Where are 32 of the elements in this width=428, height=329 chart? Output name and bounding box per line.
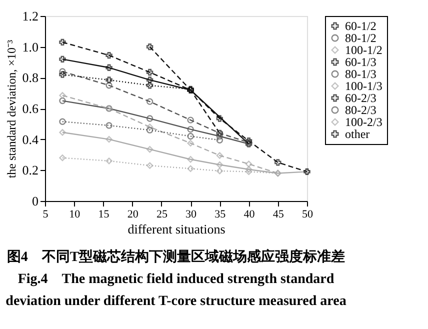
- x-tick-label: 20: [127, 208, 139, 220]
- text: deviation under different T-core structure measured area: [6, 294, 346, 309]
- y-tick-label: 0: [32, 194, 38, 208]
- legend-label: 100-1/2: [345, 43, 382, 57]
- x-tick-label: 45: [272, 208, 284, 220]
- x-tick-label: 35: [214, 208, 226, 220]
- legend-label: 80-1/3: [345, 67, 376, 81]
- y-tick-label: 0.8: [22, 70, 38, 86]
- y-tick-label: 1.2: [22, 8, 38, 24]
- y-tick-label: 1.0: [22, 39, 38, 54]
- legend-label: 80-2/3: [345, 103, 376, 117]
- y-tick-label: 0.6: [22, 101, 39, 116]
- y-tick-label: 0.4: [22, 132, 39, 147]
- x-tick-label: 30: [186, 208, 198, 220]
- legend-label: 80-1/2: [345, 31, 376, 45]
- x-tick-label: 10: [69, 208, 81, 220]
- legend-label: other: [345, 127, 370, 141]
- caption: Fig.4 The magnetic field induced strength standard: [18, 272, 334, 287]
- x-tick-label: 5: [42, 208, 49, 220]
- x-tick-label: 25: [156, 208, 168, 220]
- y-axis-title: the standard deviation, ×10⁻³: [4, 39, 18, 178]
- legend-label: 100-2/3: [345, 115, 382, 129]
- y-tick-label: 0.2: [22, 162, 38, 178]
- x-tick-label: 15: [98, 208, 110, 220]
- legend-label: 60-1/2: [345, 19, 376, 33]
- x-tick-label: 50: [302, 208, 314, 220]
- legend-label: 60-1/3: [345, 55, 376, 69]
- caption: 图4 不同T型磁芯结构下测量区域磁场感应强度标准差: [6, 248, 346, 265]
- legend-label: 100-1/3: [345, 79, 382, 93]
- x-axis-title: different situations: [128, 222, 226, 236]
- legend-label: 60-2/3: [345, 91, 376, 105]
- x-tick-label: 40: [244, 208, 256, 220]
